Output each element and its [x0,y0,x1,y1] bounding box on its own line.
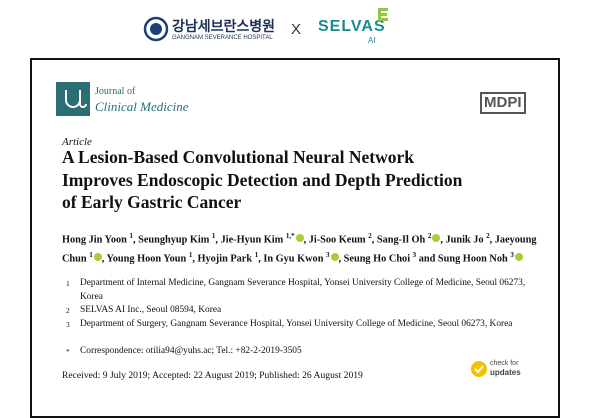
author-separator: , [215,234,221,246]
author-name: In Gyu Kwon [263,253,324,265]
affiliation-text: Department of Surgery, Gangnam Severance… [80,319,513,329]
author-affiliation: 3 [412,250,417,259]
affiliation-text: Correspondence: otilia94@yuhs.ac; Tel.: … [80,346,302,356]
title-line: A Lesion-Based Convolutional Neural Netw… [62,147,414,167]
title-line: of Early Gastric Cancer [62,192,242,212]
author-affiliation: 1,* [285,232,295,240]
article-type: Article [62,136,92,148]
author-affiliation: 2 [427,232,432,240]
affiliation-number: * [66,347,70,356]
page: 강남세브란스병원 GANGNAM SEVERANCE HOSPITAL X SE… [30,8,560,418]
affiliation-text: Department of Internal Medicine, Gangnam… [80,278,526,302]
author-separator: , [192,253,198,265]
journal-line1: Journal of [95,86,136,97]
affiliation: 1 Department of Internal Medicine, Gangna… [62,277,532,304]
author-affiliation: 2 [486,232,490,240]
hospital-korean: 강남세브란스병원 [172,19,276,35]
dates: Received: 9 July 2019; Accepted: 22 Augu… [62,370,363,381]
orcid-icon [514,253,523,262]
updates-line1: check for [490,360,519,367]
affiliation: 2 SELVAS AI Inc., Seoul 08594, Korea [62,304,532,318]
orcid-icon [432,234,441,243]
partner-icon [378,8,388,21]
affiliation-number: 1 [66,279,70,288]
author-name: Jaeyoung Chun [62,234,537,265]
partner-name: SELVAS [318,18,386,35]
updates-line2: updates [490,368,521,377]
author-affiliation: 1 [89,250,93,259]
updates-icon [471,361,487,377]
author-name: Young Hoon Youn [106,253,187,265]
author-affiliation: 1 [129,232,133,240]
affiliation: * Correspondence: otilia94@yuhs.ac; Tel.:… [62,345,532,359]
journal-line2: Clinical Medicine [95,99,189,114]
author-affiliation: 1 [188,250,193,259]
author-affiliation: 3 [326,250,330,259]
author-name: Seunghyup Kim [138,234,210,246]
author-affiliation: 1 [211,232,216,240]
affiliation-number: 2 [66,306,70,315]
orcid-icon [295,234,304,243]
hospital-emblem [143,16,169,42]
author-separator: , [132,234,139,246]
author-separator: , [338,253,344,265]
author-separator: , [101,253,107,265]
affiliation-number: 3 [66,320,70,329]
orcid-icon [330,253,339,262]
author-name: Hong Jin Yoon [62,234,127,246]
partner-sub: AI [368,36,376,45]
publisher: MDPI [480,92,526,114]
affiliation-text: SELVAS AI Inc., Seoul 08594, Korea [80,305,222,315]
orcid-icon [93,253,102,262]
author-separator: and [416,253,438,265]
author-name: Sang-Il Oh [376,234,426,246]
journal-logo [56,82,90,116]
author-name: Hyojin Park [197,253,253,265]
author-name: Sung Hoon Noh [437,253,508,265]
author-name: Jie-Hyun Kim [220,234,284,246]
author-separator: , [371,234,377,246]
hospital-english: GANGNAM SEVERANCE HOSPITAL [172,35,273,41]
author-name: Junik Jo [445,234,484,246]
title-line: Improves Endoscopic Detection and Depth … [62,169,463,190]
author-separator: , [440,234,446,246]
separator: X [291,21,302,38]
affiliation: 3 Department of Surgery, Gangnam Severanc… [62,318,532,332]
authors: Hong Jin Yoon 1, Seunghyup Kim 1, Jie-Hy… [62,229,537,267]
author-name: Seung Ho Choi [343,253,411,265]
author-affiliation: 1 [254,250,259,259]
author-separator: , [258,253,264,265]
author-affiliation: 2 [368,232,372,240]
author-name: Ji-Soo Keum [308,234,366,246]
author-separator: , [489,234,495,246]
author-affiliation: 3 [510,250,514,259]
author-separator: , [303,234,309,246]
